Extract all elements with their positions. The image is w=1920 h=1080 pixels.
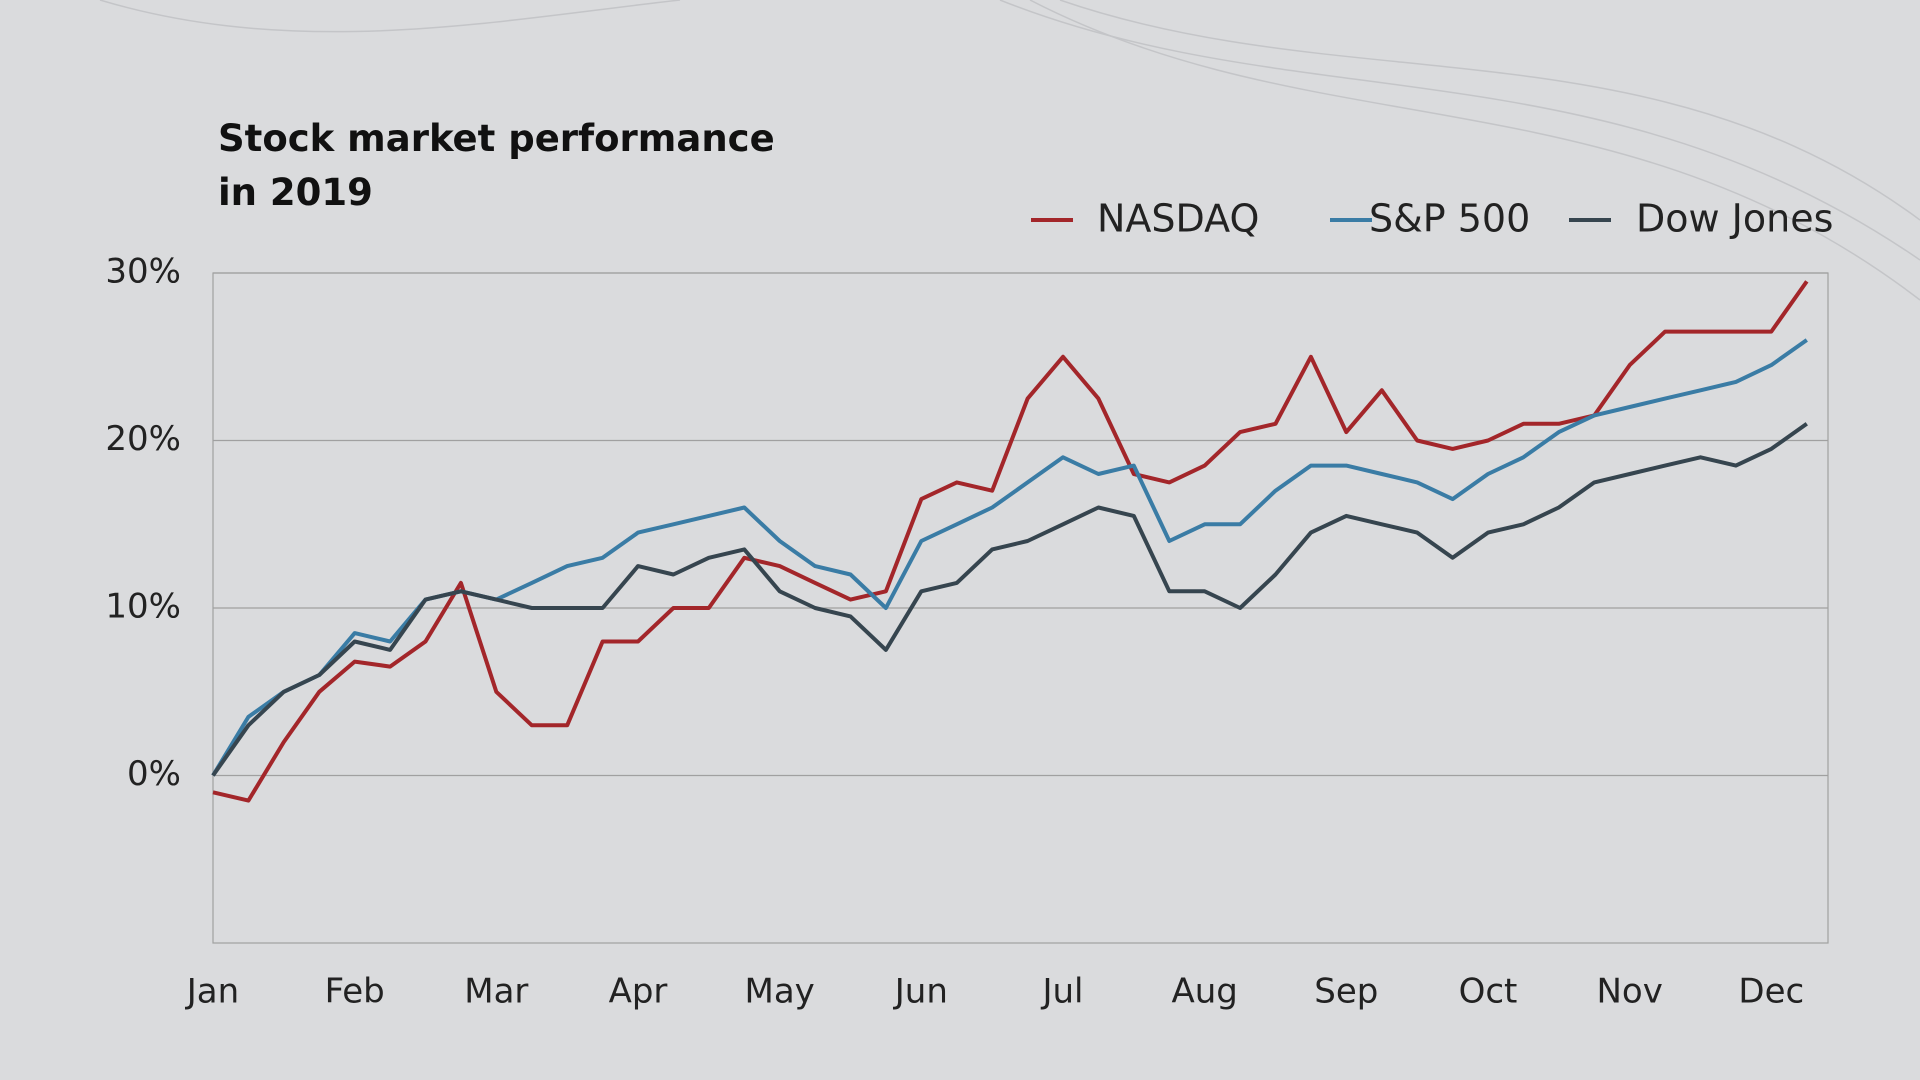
legend-label: S&P 500 [1369,197,1530,241]
y-tick-label: 30% [105,252,181,292]
x-tick-label: Aug [1171,972,1237,1012]
x-tick-label: Apr [609,972,668,1012]
y-tick-label: 10% [105,587,181,627]
series-line [211,422,1808,777]
x-tick-label: Feb [325,972,385,1012]
y-tick-label: 0% [127,754,181,794]
x-tick-label: May [745,972,815,1012]
x-tick-label: Mar [464,972,528,1012]
x-tick-label: Oct [1459,972,1518,1012]
chart-title: Stock market performance in 2019 [218,117,775,214]
legend-label: NASDAQ [1097,197,1259,241]
legend-label: Dow Jones [1636,197,1833,241]
decoration [99,0,1920,301]
x-tick-label: Jul [1040,972,1083,1012]
y-tick-label: 20% [105,419,181,459]
x-tick-label: Sep [1314,972,1378,1012]
series-line [212,280,1809,803]
x-tick-label: Jan [185,972,239,1012]
x-tick-label: Dec [1738,972,1804,1012]
x-tick-label: Nov [1596,972,1662,1012]
series-line [211,338,1808,777]
x-tick-label: Jun [893,972,948,1012]
